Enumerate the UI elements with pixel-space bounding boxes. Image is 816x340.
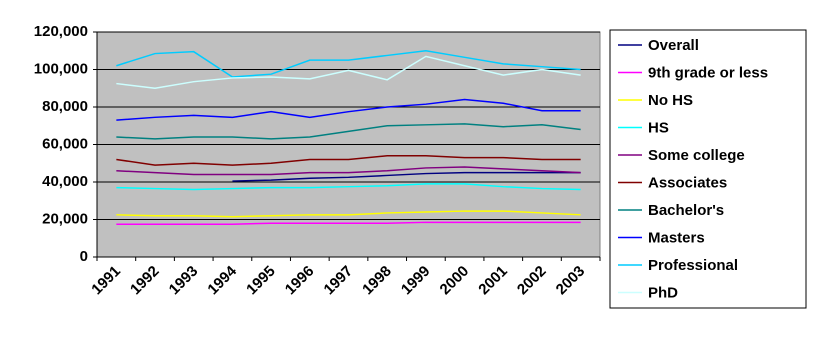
y-tick-label: 120,000 bbox=[34, 23, 88, 40]
series-line bbox=[116, 49, 581, 78]
legend-label: Professional bbox=[648, 257, 738, 274]
legend-label: Masters bbox=[648, 229, 705, 246]
x-tick-label: 1997 bbox=[321, 263, 357, 299]
legend-label: Bachelor's bbox=[648, 202, 724, 219]
y-tick-label: 20,000 bbox=[42, 210, 88, 227]
legend-label: HS bbox=[648, 119, 669, 136]
x-tick-label: 1998 bbox=[359, 263, 395, 299]
legend-box bbox=[609, 29, 807, 309]
y-tick-label: 0 bbox=[80, 248, 88, 265]
series-line bbox=[116, 183, 581, 191]
legend-label: 9th grade or less bbox=[648, 64, 768, 81]
legend-label: Associates bbox=[648, 174, 727, 191]
x-tick-label: 2000 bbox=[437, 263, 473, 299]
y-tick-label: 100,000 bbox=[34, 60, 88, 77]
series-line bbox=[232, 171, 581, 182]
x-tick-label: 1994 bbox=[204, 262, 240, 298]
y-tick-label: 80,000 bbox=[42, 98, 88, 115]
x-tick-label: 2001 bbox=[475, 263, 511, 299]
x-tick-label: 1992 bbox=[127, 263, 163, 299]
series-line bbox=[116, 123, 581, 140]
legend-label: Overall bbox=[648, 37, 699, 54]
legend-label: PhD bbox=[648, 284, 678, 301]
y-tick-label: 40,000 bbox=[42, 173, 88, 190]
series-line bbox=[116, 210, 581, 218]
x-tick-label: 1991 bbox=[88, 263, 124, 299]
x-tick-label: 1995 bbox=[243, 263, 279, 299]
x-tick-label: 2002 bbox=[514, 263, 550, 299]
legend-label: No HS bbox=[648, 92, 693, 109]
x-tick-label: 1993 bbox=[166, 263, 202, 299]
legend-label: Some college bbox=[648, 147, 745, 164]
x-tick-label: 1996 bbox=[282, 263, 318, 299]
series-line bbox=[116, 55, 581, 90]
series-line bbox=[116, 166, 581, 176]
series-line bbox=[116, 98, 581, 121]
y-tick-label: 60,000 bbox=[42, 135, 88, 152]
series-line bbox=[116, 221, 581, 225]
x-tick-label: 1999 bbox=[398, 263, 434, 299]
x-tick-label: 2003 bbox=[553, 263, 589, 299]
series-line bbox=[116, 155, 581, 166]
